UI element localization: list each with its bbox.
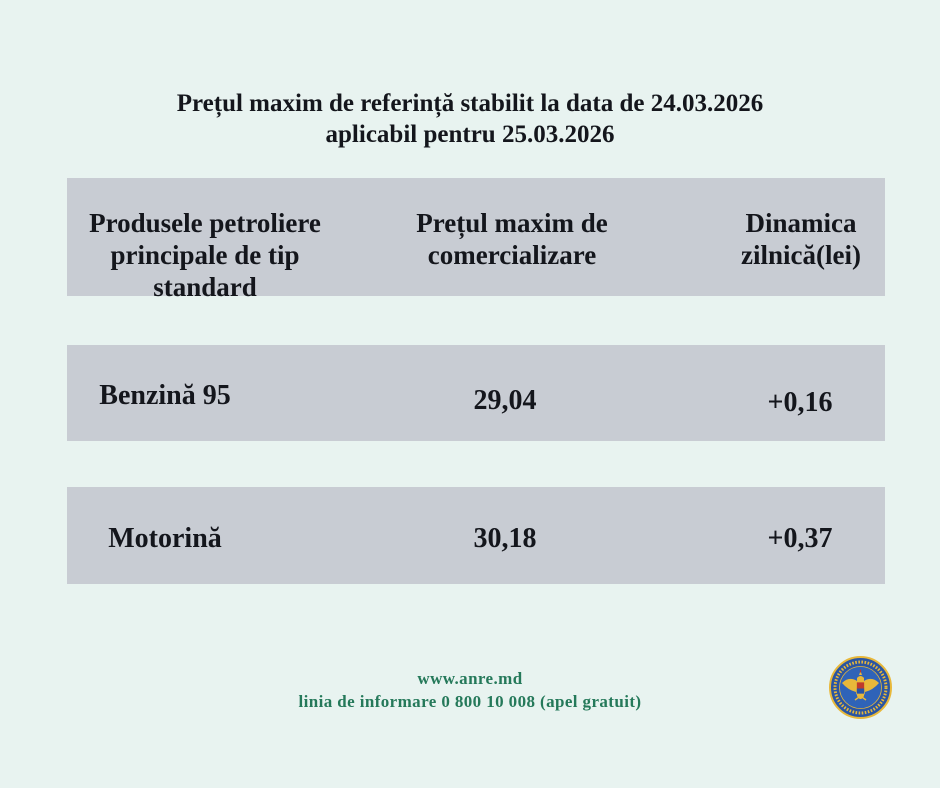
footer-info-line: linia de informare 0 800 10 008 (apel gr… (298, 692, 642, 711)
page-title-line2: aplicabil pentru 25.03.2026 (325, 121, 615, 148)
cell-dynamic: +0,37 (767, 523, 833, 554)
anre-moldova-emblem-logo (829, 656, 892, 719)
header-products-column: Produsele petroliere principale de tip s… (89, 208, 321, 302)
header-max-price-column: Prețul maxim de comercializare (416, 208, 608, 270)
table-header-row: Produsele petroliere principale de tip s… (67, 178, 885, 302)
emblem-ring-text (833, 660, 888, 715)
cell-product: Motorină (108, 523, 222, 554)
table-row-benzina: Benzină 95 29,04 +0,16 (67, 345, 885, 441)
footer: www.anre.md linia de informare 0 800 10 … (0, 667, 940, 713)
page-title-line1: Prețul maxim de referință stabilit la da… (176, 90, 764, 117)
header-daily-dynamic-column: Dinamica zilnică(lei) (741, 208, 861, 270)
table-row-motorina: Motorină 30,18 +0,37 (67, 487, 885, 584)
cell-price: 30,18 (473, 523, 537, 554)
page-title: Prețul maxim de referință stabilit la da… (0, 88, 940, 150)
footer-website: www.anre.md (417, 669, 523, 688)
cell-price: 29,04 (473, 385, 537, 416)
cell-product: Benzină 95 (99, 380, 231, 411)
cell-dynamic: +0,16 (767, 387, 833, 418)
eagle-emblem (842, 669, 879, 701)
